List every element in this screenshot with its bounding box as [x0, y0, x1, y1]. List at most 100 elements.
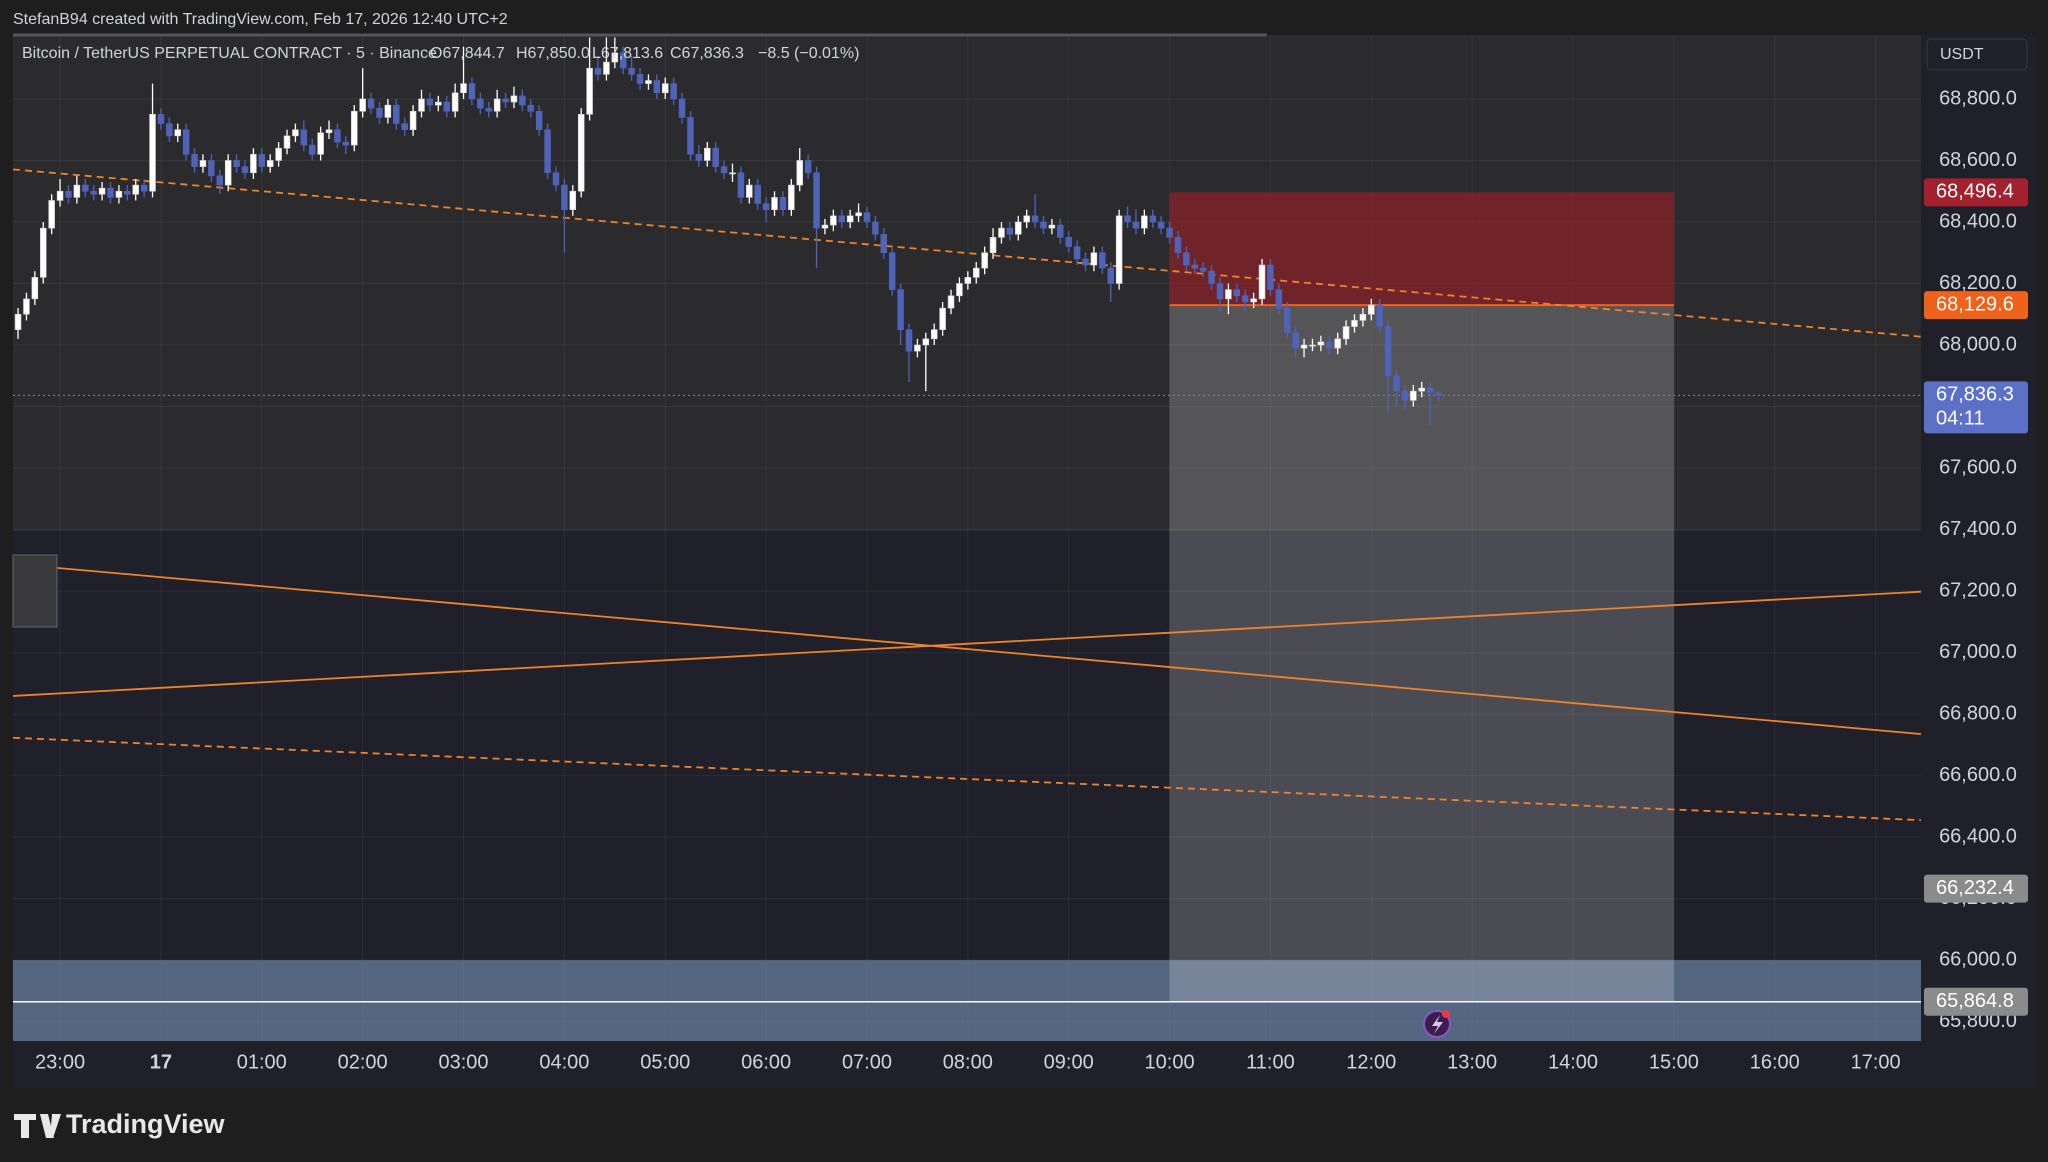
candle-body: [1426, 387, 1434, 394]
candle-body: [275, 147, 282, 161]
candle-body: [561, 184, 568, 210]
candle-body: [1057, 224, 1064, 238]
currency[interactable]: USDT: [1940, 46, 1984, 63]
price-axis-background: [1921, 35, 2036, 1088]
y-tick-label: 68,600.0: [1939, 149, 2017, 171]
candle-body: [804, 160, 812, 174]
price-badge: [1924, 987, 2028, 1016]
candle-body: [1132, 221, 1140, 229]
candle-body: [258, 154, 266, 167]
candle-body: [48, 200, 55, 229]
candle-body: [502, 98, 509, 103]
candle-body: [115, 190, 123, 198]
x-tick-label: 06:00: [741, 1051, 791, 1073]
candle-body: [359, 98, 366, 112]
candle-body: [325, 129, 333, 134]
x-tick-label: 11:00: [1246, 1051, 1295, 1073]
candle-body: [1040, 221, 1047, 229]
candle-body: [1225, 289, 1232, 300]
candle-body: [1149, 215, 1156, 223]
candle-body: [1359, 313, 1367, 321]
y-tick-label: 68,400.0: [1939, 210, 2017, 232]
candle-body: [14, 313, 22, 330]
candle-body: [460, 83, 467, 94]
candle-body: [157, 114, 165, 124]
legend-open: O67,844.7: [430, 45, 505, 62]
candle-body: [956, 283, 963, 297]
candle-body: [527, 104, 535, 112]
candle-body: [1199, 267, 1207, 272]
price-badge-label: 66,232.4: [1936, 877, 2014, 899]
candle-body: [191, 154, 198, 167]
x-tick-label: 01:00: [237, 1051, 287, 1073]
trend-line: [13, 736, 1921, 822]
candle-body: [367, 98, 375, 109]
candle-body: [678, 98, 686, 118]
candle-body: [1267, 264, 1274, 290]
y-tick-label: 66,000.0: [1939, 948, 2017, 970]
legend-high: H67,850.0: [516, 45, 590, 62]
price-badge: [1924, 381, 2028, 434]
candle-body: [762, 203, 770, 210]
attribution: StefanB94 created with TradingView.com, …: [13, 11, 508, 28]
candle-body: [418, 98, 425, 112]
x-tick-label: 10:00: [1145, 1051, 1195, 1073]
x-tick-label: 13:00: [1447, 1051, 1497, 1073]
candle-body: [821, 224, 829, 229]
candle-body: [771, 197, 778, 210]
x-tick-label: 04:00: [539, 1051, 589, 1073]
price-badge-label: 67,836.3: [1936, 384, 2014, 406]
candle-body: [603, 61, 610, 75]
y-tick-label: 68,000.0: [1939, 333, 2017, 355]
legend-change: −8.5 (−0.01%): [758, 45, 859, 62]
candle-body: [342, 141, 350, 146]
candle-body: [1250, 298, 1257, 303]
stop-zone: [1169, 192, 1674, 306]
candle-body: [1258, 264, 1266, 300]
candle-body: [1334, 338, 1341, 349]
candle-body: [292, 129, 299, 137]
candle-body: [1216, 283, 1224, 300]
candle-body: [922, 338, 930, 346]
candle-body: [1410, 390, 1417, 401]
candle-body: [140, 184, 148, 192]
y-tick-label: 68,200.0: [1939, 272, 2017, 294]
plot-area: [13, 35, 1921, 1041]
candle-body: [1368, 304, 1375, 315]
candle-body: [1300, 344, 1308, 349]
candle-body: [981, 252, 988, 269]
candle-body: [1283, 307, 1291, 334]
symbol: Bitcoin / TetherUS PERPETUAL CONTRACT · …: [22, 45, 437, 62]
x-tick-label: 14:00: [1548, 1051, 1598, 1073]
candle-body: [569, 190, 577, 210]
candle-body: [989, 237, 997, 254]
x-tick-label: 09:00: [1044, 1051, 1094, 1073]
candle-body: [863, 212, 871, 223]
candle-body: [1183, 252, 1190, 266]
x-tick-label: 17: [150, 1051, 172, 1073]
candle-body: [1351, 320, 1358, 327]
candle-body: [182, 129, 190, 155]
x-tick-label: 23:00: [35, 1051, 85, 1073]
candle-body: [82, 184, 89, 192]
candle-body: [300, 129, 308, 146]
trend-line: [13, 590, 1921, 697]
candle-body: [670, 83, 677, 100]
candle-body: [1326, 341, 1333, 349]
candle-body: [720, 166, 728, 174]
candle-body: [880, 233, 888, 254]
y-tick-label: 66,800.0: [1939, 702, 2017, 724]
candle-body: [813, 172, 820, 229]
x-tick-label: 02:00: [338, 1051, 388, 1073]
candle-body: [73, 184, 81, 198]
candle-body: [443, 101, 450, 112]
currency-box[interactable]: [1926, 38, 2028, 71]
candle-body: [897, 289, 904, 330]
y-tick-label: 67,400.0: [1939, 518, 2017, 540]
candle-body: [308, 144, 316, 155]
candle-body: [1141, 215, 1148, 229]
price-badge-label: 68,496.4: [1936, 181, 2014, 203]
candle-body: [704, 147, 711, 161]
candle-body: [283, 135, 291, 149]
candle-body: [754, 184, 761, 204]
